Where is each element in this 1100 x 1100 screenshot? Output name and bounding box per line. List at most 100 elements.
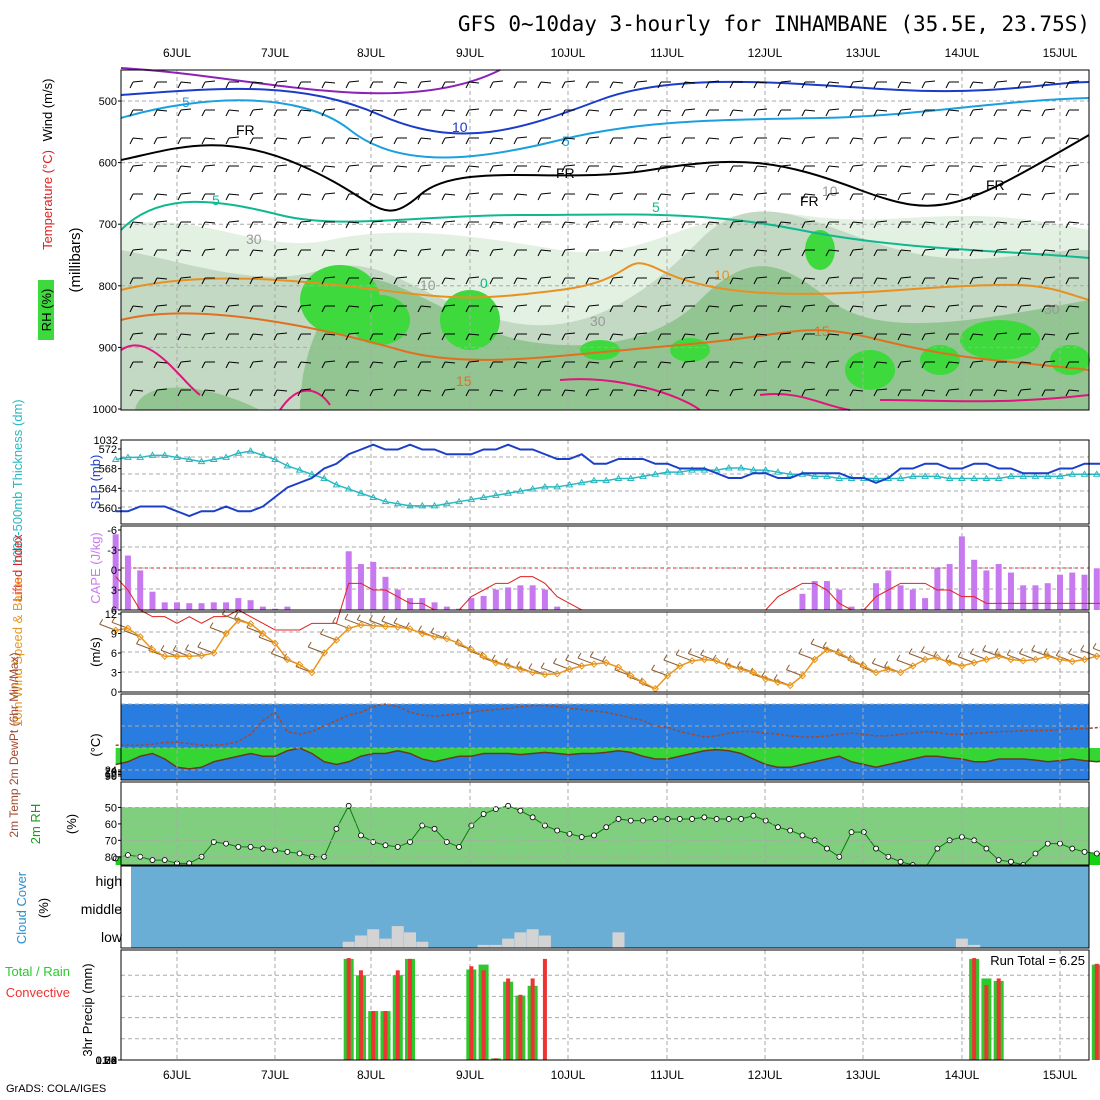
slp-tick-label: 1032 [94,435,118,447]
thickness-marker [1068,470,1077,477]
upper-wind-barb [873,136,888,145]
rh2m-ylabel: 2m RH [28,804,43,844]
upper-wind-barb [729,165,743,173]
thickness-marker [724,463,733,471]
upper-wind-barb [777,221,792,229]
upper-wind-barb [297,165,311,173]
upper-wind-barb [153,277,168,285]
date-label-bottom: 8JUL [357,1068,385,1082]
cape-bar [946,564,953,610]
rh2m-marker [554,827,561,834]
thickness-marker [160,451,169,458]
upper-wind-barb [465,81,480,89]
upper-wind-barb [969,333,984,341]
contour-label: 5 [562,133,570,149]
isotach-violet [120,67,501,95]
upper-wind-barb [921,248,936,257]
upper-wind-barb [969,249,984,257]
upper-wind-barb [633,109,647,117]
wind10-marker [896,668,905,677]
rh2m-marker [149,857,156,863]
wind10-marker [210,649,218,657]
cape-bar [995,564,1002,610]
rh2m-marker [897,858,904,865]
upper-wind-barb [129,164,144,173]
upper-wind-barb [705,361,719,369]
upper-y-tick-label: 1000 [93,404,117,416]
wind10-marker [259,629,267,638]
thickness-marker [197,457,206,465]
upper-wind-barb [153,193,168,201]
date-label-top: 14JUL [945,46,980,60]
upper-wind-barb [633,248,648,257]
upper-wind-barb [921,80,936,89]
rh2m-marker [529,814,536,821]
upper-wind-barb [537,360,552,369]
thickness-marker [786,470,795,477]
upper-wind-barb [873,220,888,229]
upper-wind-barb [801,109,816,117]
wind10-marker [541,670,549,679]
upper-wind-barb [609,137,623,145]
rh2m-marker [591,832,597,839]
upper-wind-barb [873,333,887,341]
upper-wind-barb [177,305,191,313]
upper-wind-barb [609,276,624,285]
li-y-tick-label: -3 [107,545,117,557]
cape-bar [517,585,524,610]
upper-wind-barb [177,137,191,145]
upper-wind-barb [513,109,528,117]
thickness-marker [908,472,917,479]
upper-wind-barb [297,277,312,285]
upper-wind-barb [249,221,263,229]
rh2m-marker [615,816,622,822]
upper-wind-barb [441,165,455,173]
precip-y-tick-label: 0 [111,1055,117,1067]
upper-wind-barb [825,165,840,173]
upper-wind-barb [657,136,672,145]
wind10-marker [627,672,635,680]
upper-wind-barb [561,109,575,117]
upper-wind-barb [513,249,527,257]
upper-wind-barb [417,164,432,173]
upper-wind-barb [897,333,912,341]
upper-wind-barb [969,221,983,229]
upper-panel-frame [120,69,1090,411]
upper-wind-barb [921,137,936,145]
upper-wind-barb [633,389,648,397]
upper-wind-barb [633,193,647,201]
upper-wind-barb [825,360,840,369]
upper-wind-barb [489,332,504,341]
date-label-top: 9JUL [456,46,484,60]
thickness-marker [1043,472,1052,479]
wind10-marker [761,675,770,683]
cape-bar [345,551,352,610]
slp-line [115,443,1100,518]
rh2m-marker [1044,840,1051,847]
precip-conv-bar [371,1011,376,1060]
thickness-marker [491,491,500,498]
rh2m-marker [664,816,671,822]
wind10-marker [1019,657,1027,665]
upper-wind-barb [561,305,576,313]
upper-wind-barb [1065,137,1080,145]
thickness-marker [136,453,145,460]
upper-wind-barb [297,249,311,257]
rh2m-band-below-50 [121,807,1089,865]
upper-wind-barb [585,361,600,369]
upper-wind-barb [513,81,527,89]
thickness-y-tick-label: 572 [99,444,117,456]
precip-conv-bar [984,984,989,1060]
cape-bar [529,585,536,610]
upper-wind-barb [873,388,888,397]
upper-wind-barb [249,192,264,201]
upper-wind-barb [609,333,624,341]
upper-wind-barb [1041,276,1056,285]
wind10-barb [553,657,570,670]
upper-wind-barb [945,220,960,229]
thickness-marker [406,501,414,509]
upper-wind-barb [273,164,288,173]
upper-wind-barb [393,221,407,229]
upper-wind-barb [777,109,791,117]
contour-label: FR [236,122,255,138]
